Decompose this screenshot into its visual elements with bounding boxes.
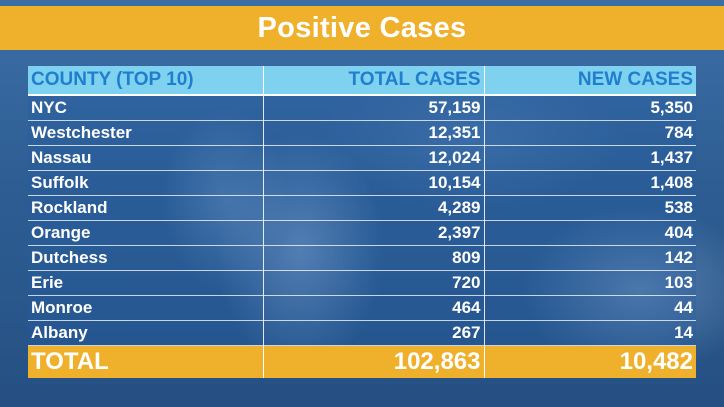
total-cases-cell: 12,351 [263,120,485,146]
new-cases-cell: 784 [484,120,696,146]
county-cell: Erie [28,270,264,296]
total-cases-cell: 2,397 [263,220,485,246]
table-row: Erie 720 103 [28,270,696,296]
new-cases-cell: 1,437 [484,145,696,171]
total-cases-cell: 809 [263,245,485,271]
county-cell: Nassau [28,145,264,171]
county-cell: Monroe [28,295,264,321]
total-cases-cell: 12,024 [263,145,485,171]
header-county: COUNTY (TOP 10) [28,66,264,96]
table-header: COUNTY (TOP 10) TOTAL CASES NEW CASES [28,66,696,96]
table-row: Rockland 4,289 538 [28,195,696,221]
county-cell: Dutchess [28,245,264,271]
total-cases-cell: 720 [263,270,485,296]
new-cases-cell: 14 [484,320,696,346]
new-cases-cell: 5,350 [484,95,696,121]
table-row: Dutchess 809 142 [28,245,696,271]
table-row: NYC 57,159 5,350 [28,95,696,121]
total-cases-cell: 464 [263,295,485,321]
table-row: Suffolk 10,154 1,408 [28,170,696,196]
county-cell: Rockland [28,195,264,221]
header-new-cases: NEW CASES [484,66,696,96]
total-cases-sum: 102,863 [263,345,485,378]
new-cases-sum: 10,482 [484,345,696,378]
header-total-cases: TOTAL CASES [263,66,485,96]
table-row: Albany 267 14 [28,320,696,346]
total-cases-cell: 4,289 [263,195,485,221]
header-row: COUNTY (TOP 10) TOTAL CASES NEW CASES [28,66,696,96]
cases-table: COUNTY (TOP 10) TOTAL CASES NEW CASES NY… [28,66,696,378]
new-cases-cell: 44 [484,295,696,321]
county-cell: Orange [28,220,264,246]
county-cell: Westchester [28,120,264,146]
table-footer: TOTAL 102,863 10,482 [28,345,696,378]
table-row: Nassau 12,024 1,437 [28,145,696,171]
county-cell: Albany [28,320,264,346]
new-cases-cell: 142 [484,245,696,271]
table-row: Monroe 464 44 [28,295,696,321]
county-cell: Suffolk [28,170,264,196]
table-body: NYC 57,159 5,350 Westchester 12,351 784 … [28,95,696,346]
title-bar: Positive Cases [0,6,724,50]
total-cases-cell: 267 [263,320,485,346]
new-cases-cell: 103 [484,270,696,296]
new-cases-cell: 538 [484,195,696,221]
table-row: Orange 2,397 404 [28,220,696,246]
table-row: Westchester 12,351 784 [28,120,696,146]
total-row: TOTAL 102,863 10,482 [28,345,696,378]
county-cell: NYC [28,95,264,121]
total-label: TOTAL [28,345,264,378]
total-cases-cell: 57,159 [263,95,485,121]
total-cases-cell: 10,154 [263,170,485,196]
new-cases-cell: 1,408 [484,170,696,196]
page-title: Positive Cases [257,11,467,44]
new-cases-cell: 404 [484,220,696,246]
